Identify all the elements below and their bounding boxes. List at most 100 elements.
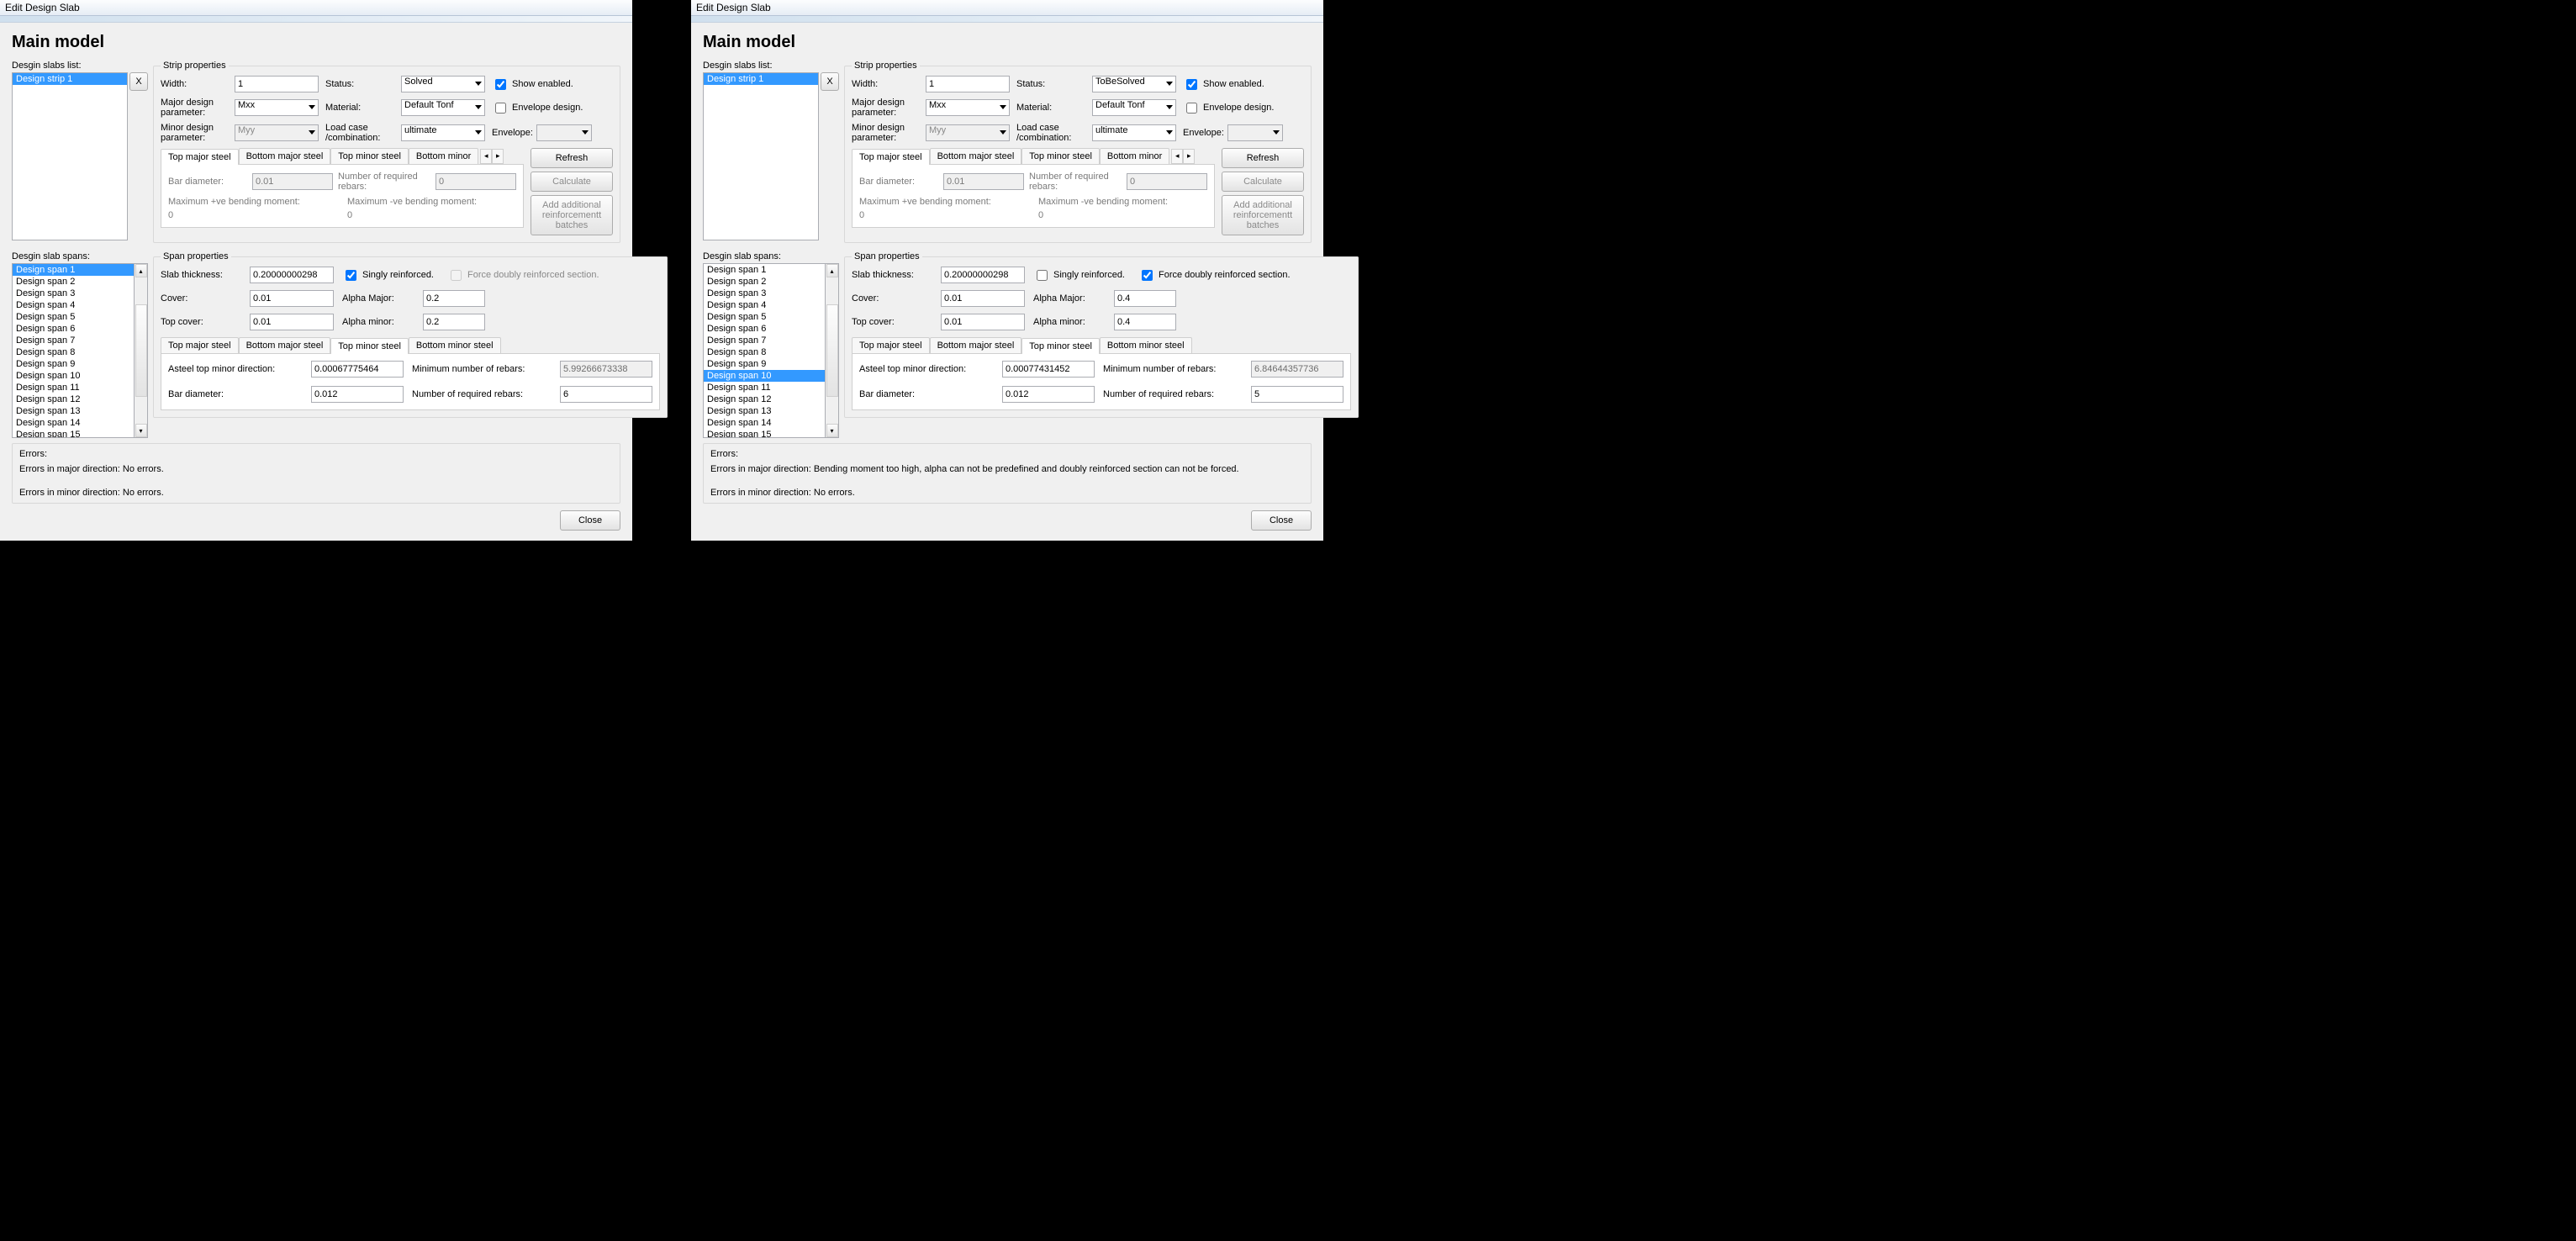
spans-listbox[interactable]: Design span 1Design span 2Design span 3D… <box>703 263 826 438</box>
tab[interactable]: Top minor steel <box>1021 148 1100 164</box>
alpha-minor-input[interactable] <box>423 314 485 330</box>
envelope-design-check[interactable]: Envelope design. <box>1183 100 1284 116</box>
cover-input[interactable] <box>941 290 1025 307</box>
select[interactable]: Default Tonf <box>401 99 485 116</box>
list-item[interactable]: Design span 3 <box>13 288 134 299</box>
select[interactable]: ultimate <box>1092 124 1176 141</box>
tab[interactable]: Top major steel <box>852 149 930 165</box>
envelope-design-check[interactable]: Envelope design. <box>492 100 593 116</box>
list-item[interactable]: Design strip 1 <box>13 73 127 85</box>
top-cover-input[interactable] <box>941 314 1025 330</box>
alpha-minor-input[interactable] <box>1114 314 1176 330</box>
span-bar-dia-input[interactable] <box>311 386 404 403</box>
select[interactable]: Mxx <box>235 99 319 116</box>
spans-scrollbar[interactable]: ▴▾ <box>826 263 839 438</box>
list-item[interactable]: Design span 3 <box>704 288 825 299</box>
calculate-button[interactable]: Calculate <box>1222 172 1304 192</box>
spans-scrollbar[interactable]: ▴▾ <box>135 263 148 438</box>
list-item[interactable]: Design span 5 <box>13 311 134 323</box>
asteel-input[interactable] <box>311 361 404 378</box>
list-item[interactable]: Design span 6 <box>13 323 134 335</box>
list-item[interactable]: Design span 8 <box>13 346 134 358</box>
tab[interactable]: Top minor steel <box>330 148 409 164</box>
select[interactable]: Mxx <box>926 99 1010 116</box>
num-req-input[interactable] <box>1251 386 1343 403</box>
alpha-major-input[interactable] <box>423 290 485 307</box>
cover-input[interactable] <box>250 290 334 307</box>
list-item[interactable]: Design span 11 <box>704 382 825 393</box>
list-item[interactable]: Design span 4 <box>704 299 825 311</box>
list-item[interactable]: Design span 9 <box>704 358 825 370</box>
add-reinforcement-button[interactable]: Add additional reinforcementt batches <box>531 195 613 235</box>
tab[interactable]: Top major steel <box>852 337 930 353</box>
slab-thickness-input[interactable] <box>941 267 1025 283</box>
list-item[interactable]: Design span 4 <box>13 299 134 311</box>
width-input[interactable] <box>926 76 1010 92</box>
list-item[interactable]: Design span 9 <box>13 358 134 370</box>
tab[interactable]: Bottom major steel <box>239 337 331 353</box>
tab[interactable]: Top major steel <box>161 149 239 165</box>
list-item[interactable]: Design span 1 <box>704 264 825 276</box>
slabs-listbox[interactable]: Design strip 1 <box>703 72 819 240</box>
list-item[interactable]: Design span 11 <box>13 382 134 393</box>
delete-slab-button[interactable]: X <box>821 72 839 91</box>
num-req-input[interactable] <box>560 386 652 403</box>
tab[interactable]: Bottom major steel <box>239 148 331 164</box>
list-item[interactable]: Design span 1 <box>13 264 134 276</box>
list-item[interactable]: Design span 14 <box>704 417 825 429</box>
tab-scroll-left-icon[interactable]: ◂ <box>480 149 492 164</box>
delete-slab-button[interactable]: X <box>129 72 148 91</box>
top-cover-input[interactable] <box>250 314 334 330</box>
list-item[interactable]: Design span 14 <box>13 417 134 429</box>
tab[interactable]: Bottom major steel <box>930 337 1022 353</box>
singly-reinforced-check[interactable]: Singly reinforced. <box>1033 267 1125 283</box>
tab[interactable]: Bottom minor steel <box>1100 337 1192 353</box>
close-button[interactable]: Close <box>1251 510 1312 531</box>
show-enabled-check[interactable]: Show enabled. <box>1183 77 1284 92</box>
show-enabled-check[interactable]: Show enabled. <box>492 77 593 92</box>
list-item[interactable]: Design span 2 <box>13 276 134 288</box>
slabs-listbox[interactable]: Design strip 1 <box>12 72 128 240</box>
calculate-button[interactable]: Calculate <box>531 172 613 192</box>
scroll-thumb[interactable] <box>826 304 838 397</box>
list-item[interactable]: Design span 13 <box>13 405 134 417</box>
singly-reinforced-check[interactable]: Singly reinforced. <box>342 267 434 283</box>
list-item[interactable]: Design span 12 <box>13 393 134 405</box>
alpha-major-input[interactable] <box>1114 290 1176 307</box>
list-item[interactable]: Design span 13 <box>704 405 825 417</box>
refresh-button[interactable]: Refresh <box>1222 148 1304 168</box>
tab[interactable]: Top minor steel <box>1021 338 1100 354</box>
tab[interactable]: Bottom minor <box>409 148 478 164</box>
select[interactable]: ultimate <box>401 124 485 141</box>
scroll-thumb[interactable] <box>135 304 147 397</box>
tab[interactable]: Bottom major steel <box>930 148 1022 164</box>
select[interactable]: Solved <box>401 76 485 92</box>
scroll-up-icon[interactable]: ▴ <box>135 264 147 277</box>
list-item[interactable]: Design span 5 <box>704 311 825 323</box>
tab[interactable]: Bottom minor <box>1100 148 1169 164</box>
list-item[interactable]: Design span 8 <box>704 346 825 358</box>
select[interactable]: ToBeSolved <box>1092 76 1176 92</box>
tab[interactable]: Top minor steel <box>330 338 409 354</box>
close-button[interactable]: Close <box>560 510 620 531</box>
tab[interactable]: Top major steel <box>161 337 239 353</box>
select[interactable]: Default Tonf <box>1092 99 1176 116</box>
list-item[interactable]: Design span 15 <box>704 429 825 438</box>
refresh-button[interactable]: Refresh <box>531 148 613 168</box>
asteel-input[interactable] <box>1002 361 1095 378</box>
list-item[interactable]: Design span 12 <box>704 393 825 405</box>
tab-scroll-left-icon[interactable]: ◂ <box>1171 149 1183 164</box>
list-item[interactable]: Design span 10 <box>704 370 825 382</box>
tab-scroll-right-icon[interactable]: ▸ <box>1183 149 1195 164</box>
scroll-down-icon[interactable]: ▾ <box>826 424 838 437</box>
list-item[interactable]: Design span 7 <box>13 335 134 346</box>
tab-scroll-right-icon[interactable]: ▸ <box>492 149 504 164</box>
scroll-up-icon[interactable]: ▴ <box>826 264 838 277</box>
force-doubly-check[interactable]: Force doubly reinforced section. <box>1138 267 1291 283</box>
list-item[interactable]: Design span 6 <box>704 323 825 335</box>
scroll-down-icon[interactable]: ▾ <box>135 424 147 437</box>
spans-listbox[interactable]: Design span 1Design span 2Design span 3D… <box>12 263 135 438</box>
tab[interactable]: Bottom minor steel <box>409 337 501 353</box>
list-item[interactable]: Design strip 1 <box>704 73 818 85</box>
width-input[interactable] <box>235 76 319 92</box>
